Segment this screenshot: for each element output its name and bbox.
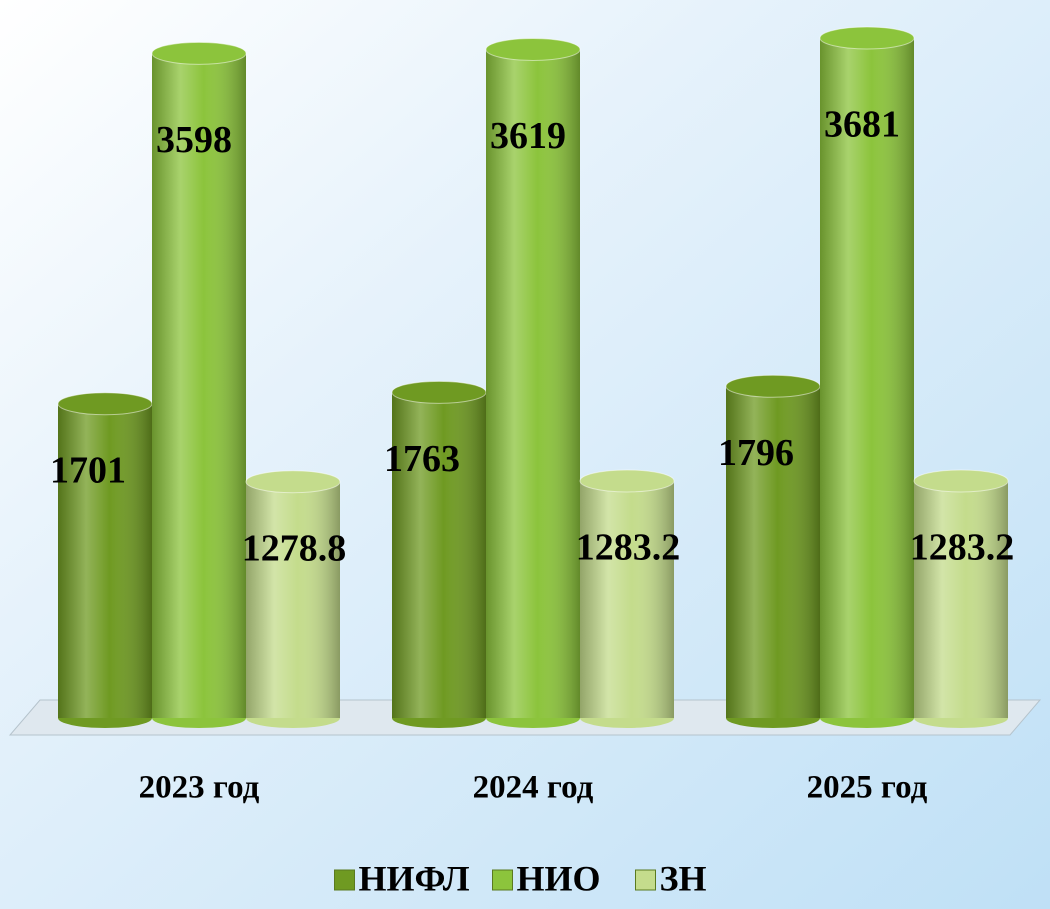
bar-cap <box>819 26 915 50</box>
value-label: 1283.2 <box>576 527 681 569</box>
bar-cap <box>579 469 675 493</box>
bar-shading <box>820 38 914 718</box>
bar-shading <box>392 392 486 718</box>
x-tick-label: 2024 год <box>473 770 594 806</box>
value-label: 1278.8 <box>242 527 347 569</box>
value-label: 1796 <box>718 432 794 474</box>
bar-shading <box>246 481 340 718</box>
bar-shading <box>726 386 820 718</box>
bar-cap <box>391 380 487 404</box>
value-label: 1701 <box>50 449 126 491</box>
bar-cap <box>57 392 153 416</box>
value-label: 1763 <box>384 438 460 480</box>
x-tick-label: 2025 год <box>807 770 928 806</box>
bar-shading <box>152 53 246 719</box>
bar-cap <box>245 470 341 494</box>
value-label: 3619 <box>490 115 566 157</box>
bar-shading <box>58 403 152 718</box>
bar-shading <box>914 480 1008 718</box>
legend-label: ЗН <box>660 858 707 898</box>
bar-cap <box>485 37 581 61</box>
legend-label: НИО <box>517 858 601 898</box>
value-label: 3681 <box>824 104 900 146</box>
value-label: 1283.2 <box>910 527 1015 569</box>
legend-label: НИФЛ <box>359 858 470 898</box>
value-label: 3598 <box>156 119 232 161</box>
bar-shading <box>580 480 674 718</box>
x-tick-label: 2023 год <box>139 770 260 806</box>
legend-swatch <box>635 869 656 891</box>
bar-shading <box>486 49 580 718</box>
legend-swatch <box>334 869 355 891</box>
bar-cap <box>725 374 821 398</box>
bar-cap <box>151 41 247 65</box>
legend-swatch <box>492 869 513 891</box>
bar-cap <box>913 469 1009 493</box>
